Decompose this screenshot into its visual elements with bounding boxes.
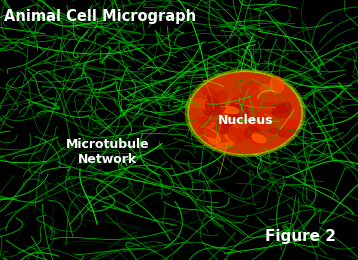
Ellipse shape (208, 134, 220, 144)
Text: Figure 2: Figure 2 (265, 229, 336, 244)
Ellipse shape (229, 124, 239, 137)
Ellipse shape (268, 128, 279, 133)
Ellipse shape (242, 88, 248, 97)
Ellipse shape (245, 127, 261, 139)
Ellipse shape (232, 94, 248, 109)
Ellipse shape (202, 124, 222, 135)
Ellipse shape (190, 73, 301, 153)
Ellipse shape (208, 92, 218, 101)
Ellipse shape (216, 143, 233, 149)
Ellipse shape (185, 70, 305, 157)
Text: Animal Cell Micrograph: Animal Cell Micrograph (4, 9, 196, 24)
Ellipse shape (222, 107, 239, 114)
Ellipse shape (228, 103, 248, 119)
Ellipse shape (203, 129, 218, 140)
Ellipse shape (214, 120, 233, 133)
Ellipse shape (243, 109, 258, 119)
Ellipse shape (262, 102, 275, 108)
Ellipse shape (260, 84, 272, 93)
Ellipse shape (252, 137, 264, 145)
Ellipse shape (198, 127, 216, 138)
Ellipse shape (284, 119, 298, 128)
Ellipse shape (276, 102, 291, 114)
Ellipse shape (188, 71, 303, 155)
Ellipse shape (200, 117, 210, 126)
Ellipse shape (204, 103, 225, 116)
Ellipse shape (245, 96, 260, 111)
Ellipse shape (225, 134, 236, 142)
Ellipse shape (189, 72, 301, 154)
Ellipse shape (259, 110, 270, 117)
Ellipse shape (203, 121, 219, 135)
Ellipse shape (244, 81, 256, 94)
Ellipse shape (249, 117, 263, 132)
Ellipse shape (221, 121, 232, 127)
Ellipse shape (272, 111, 277, 115)
Ellipse shape (201, 88, 215, 96)
Text: Nucleus: Nucleus (217, 114, 273, 127)
Ellipse shape (205, 100, 219, 112)
Ellipse shape (204, 123, 215, 128)
Ellipse shape (204, 105, 211, 110)
Ellipse shape (197, 117, 213, 128)
Ellipse shape (257, 120, 270, 131)
Ellipse shape (213, 92, 228, 101)
Ellipse shape (228, 128, 243, 142)
Text: Microtubule
Network: Microtubule Network (66, 138, 149, 166)
Ellipse shape (222, 107, 245, 113)
Ellipse shape (192, 99, 205, 108)
Ellipse shape (252, 134, 266, 143)
Ellipse shape (272, 105, 290, 118)
Ellipse shape (279, 127, 295, 137)
Ellipse shape (252, 132, 259, 139)
Ellipse shape (247, 111, 263, 123)
Ellipse shape (238, 128, 254, 140)
Ellipse shape (270, 77, 284, 93)
